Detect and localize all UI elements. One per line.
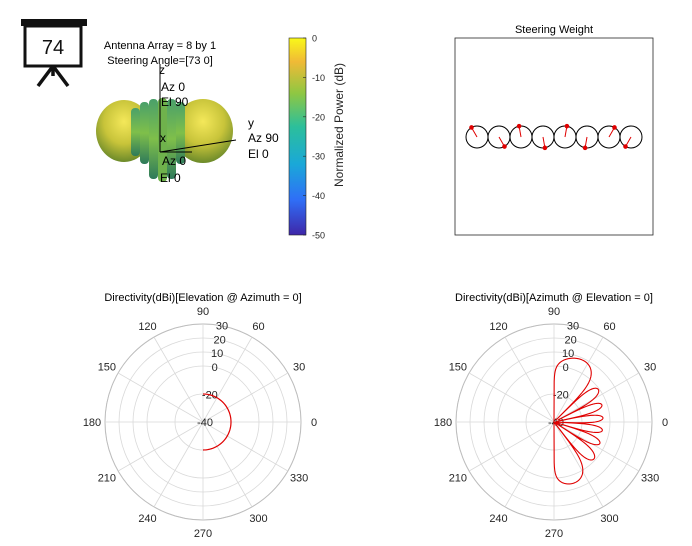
polar-angle-label: 30 bbox=[293, 362, 305, 374]
polar-spoke bbox=[202, 336, 253, 423]
polar-angle-label: 330 bbox=[641, 473, 659, 485]
polar-elevation-title: Directivity(dBi)[Elevation @ Azimuth = 0… bbox=[104, 292, 301, 304]
colorbar-gradient bbox=[288, 37, 307, 236]
steering-weight-marker bbox=[612, 125, 617, 130]
polar-radial-label: -40 bbox=[197, 417, 213, 429]
polar-angle-label: 300 bbox=[600, 513, 618, 525]
array-info-line2: Steering Angle=[73 0] bbox=[107, 55, 213, 67]
steering-weight-marker bbox=[469, 125, 474, 130]
steering-weight-title: Steering Weight bbox=[515, 24, 593, 36]
polar-angle-label: 300 bbox=[249, 513, 267, 525]
x-axis-el: El 0 bbox=[160, 171, 181, 185]
colorbar-tick-label: -20 bbox=[312, 112, 325, 122]
polar-spoke bbox=[202, 421, 253, 508]
polar-angle-label: 270 bbox=[545, 528, 563, 540]
polar-spoke bbox=[553, 336, 604, 423]
x-axis-az: Az 0 bbox=[162, 154, 186, 168]
colorbar-tick-label: -40 bbox=[312, 191, 325, 201]
polar-radial-label: 0 bbox=[563, 362, 569, 374]
polar-angle-label: 30 bbox=[644, 362, 656, 374]
steering-weight-elements bbox=[465, 123, 643, 151]
polar-elevation-axes: 03060901201501802102402703003303020100-2… bbox=[83, 306, 317, 540]
colorbar: 0 -10 -20 -30 -40 -50 Normalized Power (dB) bbox=[288, 34, 346, 241]
polar-spoke bbox=[153, 336, 204, 423]
polar-angle-label: 0 bbox=[662, 417, 668, 429]
polar-spoke bbox=[468, 372, 555, 423]
polar-radial-label: 0 bbox=[212, 362, 218, 374]
array-info-line1: Antenna Array = 8 by 1 bbox=[104, 40, 216, 52]
side-lobes bbox=[131, 98, 185, 182]
polar-spoke bbox=[202, 421, 289, 472]
polar-spoke bbox=[202, 372, 289, 423]
colorbar-tick-label: 0 bbox=[312, 34, 317, 44]
polar-angle-label: 150 bbox=[449, 362, 467, 374]
polar-spoke bbox=[553, 421, 604, 508]
polar-radial-label: 10 bbox=[562, 348, 574, 360]
polar-spoke bbox=[117, 372, 204, 423]
polar-angle-label: 180 bbox=[434, 417, 452, 429]
steering-weight-marker bbox=[623, 144, 628, 149]
right-main-lobe bbox=[173, 99, 233, 163]
polar-angle-label: 150 bbox=[98, 362, 116, 374]
polar-angle-label: 180 bbox=[83, 417, 101, 429]
polar-angle-label: 60 bbox=[603, 321, 615, 333]
polar-azimuth-title: Directivity(dBi)[Azimuth @ Elevation = 0… bbox=[455, 292, 653, 304]
polar-angle-label: 210 bbox=[98, 473, 116, 485]
pattern-3d-body bbox=[96, 64, 237, 182]
badge-number: 74 bbox=[42, 37, 64, 59]
polar-radial-label: 30 bbox=[567, 320, 579, 332]
colorbar-label: Normalized Power (dB) bbox=[332, 63, 346, 187]
polar-radial-label: 10 bbox=[211, 348, 223, 360]
y-axis-line bbox=[159, 139, 237, 153]
polar-angle-label: 0 bbox=[311, 417, 317, 429]
polar-radial-label: -20 bbox=[553, 389, 569, 401]
polar-azimuth-panel: Directivity(dBi)[Azimuth @ Elevation = 0… bbox=[434, 292, 668, 540]
polar-spoke bbox=[153, 421, 204, 508]
polar-spoke bbox=[553, 372, 640, 423]
polar-radial-label: 20 bbox=[213, 334, 225, 346]
polar-angle-label: 240 bbox=[489, 513, 507, 525]
polar-angle-label: 90 bbox=[197, 306, 209, 318]
azimuth-pattern-line bbox=[553, 357, 604, 485]
steering-weight-marker bbox=[564, 123, 570, 129]
steering-element-circle bbox=[619, 125, 643, 149]
polar-angle-label: 240 bbox=[138, 513, 156, 525]
elevation-pattern-line bbox=[202, 393, 232, 451]
colorbar-tick-label: -10 bbox=[312, 73, 325, 83]
polar-spoke bbox=[117, 421, 204, 472]
steering-weight-marker bbox=[516, 123, 522, 129]
z-axis-az: Az 0 bbox=[161, 80, 185, 94]
polar-radial-label: 20 bbox=[564, 334, 576, 346]
polar-angle-label: 120 bbox=[138, 321, 156, 333]
polar-angle-label: 90 bbox=[548, 306, 560, 318]
polar-angle-label: 210 bbox=[449, 473, 467, 485]
polar-spoke bbox=[468, 421, 555, 472]
polar-angle-label: 120 bbox=[489, 321, 507, 333]
polar-radial-label: 30 bbox=[216, 320, 228, 332]
steering-weight-marker bbox=[542, 145, 548, 151]
steering-weight-panel: Steering Weight bbox=[454, 24, 654, 236]
polar-angle-label: 330 bbox=[290, 473, 308, 485]
z-axis-el: El 90 bbox=[161, 95, 189, 109]
x-axis-label: x bbox=[160, 131, 166, 145]
colorbar-tick-label: -30 bbox=[312, 152, 325, 162]
polar-angle-label: 60 bbox=[252, 321, 264, 333]
polar-spoke bbox=[504, 421, 555, 508]
colorbar-ticks: 0 -10 -20 -30 -40 -50 bbox=[303, 34, 325, 241]
steering-weight-marker bbox=[582, 145, 588, 151]
z-axis-label: z bbox=[159, 63, 165, 77]
polar-angle-label: 270 bbox=[194, 528, 212, 540]
y-axis-az: Az 90 bbox=[248, 131, 279, 145]
y-axis-el: El 0 bbox=[248, 147, 269, 161]
polar-spoke bbox=[504, 336, 555, 423]
y-axis-label: y bbox=[248, 116, 254, 130]
presentation-board-icon: 74 bbox=[21, 19, 87, 88]
colorbar-tick-label: -50 bbox=[312, 231, 325, 241]
steering-weight-marker bbox=[502, 144, 507, 149]
polar-azimuth-axes: 0 30 60 90 120 150 180 210 240 270 300 330 30 20 10 0 -2… bbox=[434, 306, 668, 540]
polar-spoke bbox=[553, 421, 640, 472]
polar-elevation-panel: Directivity(dBi)[Elevation @ Azimuth = 0… bbox=[83, 292, 317, 540]
pattern-3d-panel: Antenna Array = 8 by 1 Steering Angle=[7… bbox=[96, 40, 279, 185]
